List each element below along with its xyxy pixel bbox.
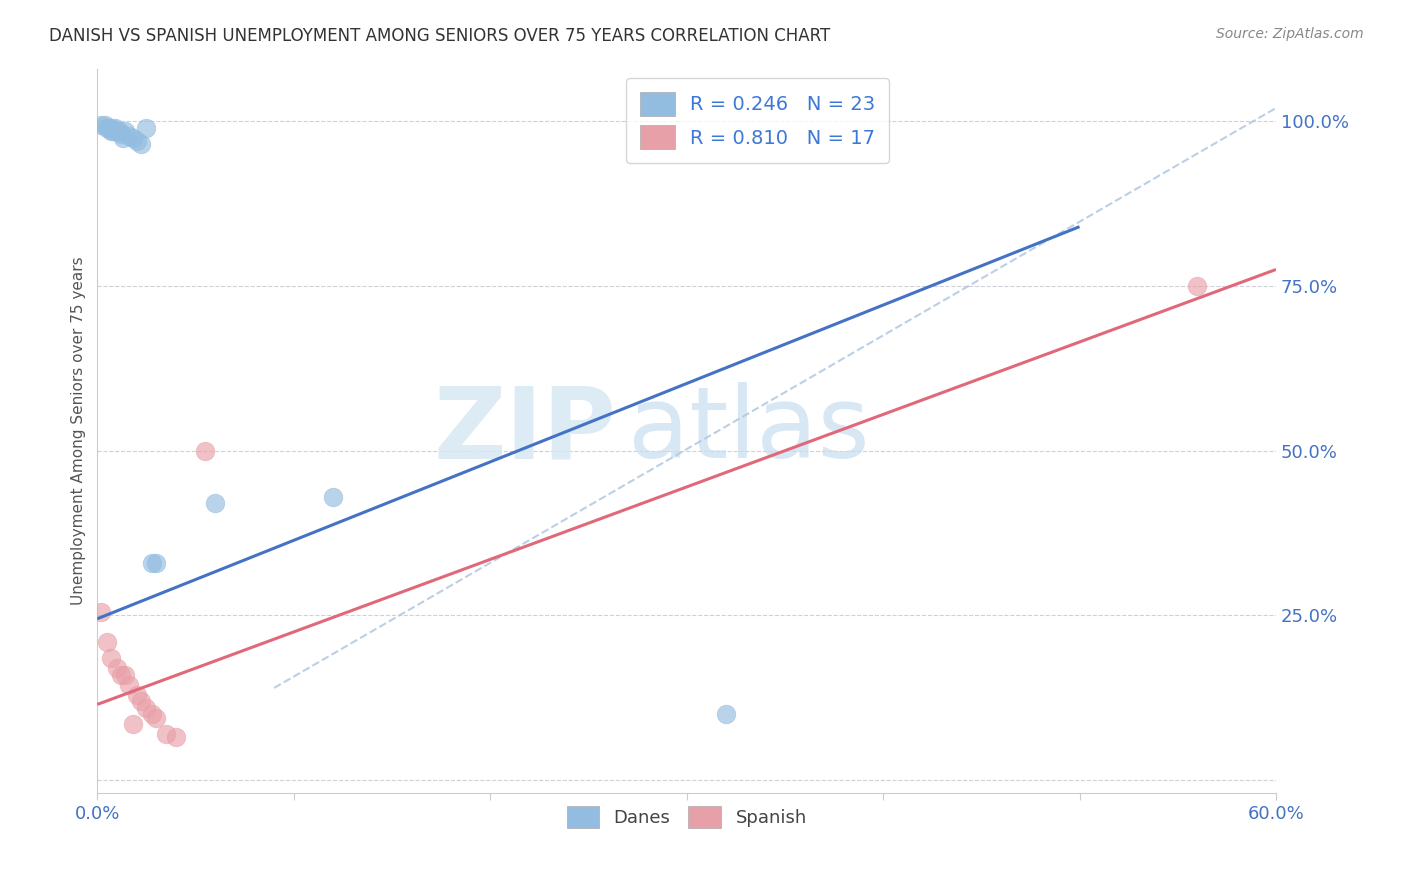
Point bbox=[118, 128, 141, 143]
Point bbox=[108, 124, 131, 138]
Point bbox=[104, 120, 127, 135]
Point bbox=[125, 134, 148, 148]
Point bbox=[204, 496, 226, 510]
Point bbox=[194, 443, 217, 458]
Legend: Danes, Spanish: Danes, Spanish bbox=[560, 798, 814, 835]
Point bbox=[105, 661, 128, 675]
Text: atlas: atlas bbox=[627, 383, 869, 479]
Point bbox=[1187, 279, 1209, 293]
Point bbox=[145, 556, 167, 570]
Y-axis label: Unemployment Among Seniors over 75 years: Unemployment Among Seniors over 75 years bbox=[72, 257, 86, 606]
Point bbox=[714, 707, 737, 722]
Point bbox=[322, 490, 344, 504]
Point bbox=[90, 605, 112, 619]
Point bbox=[141, 707, 163, 722]
Point bbox=[145, 710, 167, 724]
Point bbox=[135, 700, 157, 714]
Point bbox=[101, 124, 124, 138]
Point bbox=[105, 124, 128, 138]
Text: DANISH VS SPANISH UNEMPLOYMENT AMONG SENIORS OVER 75 YEARS CORRELATION CHART: DANISH VS SPANISH UNEMPLOYMENT AMONG SEN… bbox=[49, 27, 831, 45]
Point bbox=[110, 667, 132, 681]
Text: Source: ZipAtlas.com: Source: ZipAtlas.com bbox=[1216, 27, 1364, 41]
Point bbox=[114, 124, 136, 138]
Point bbox=[129, 137, 152, 152]
Point bbox=[141, 556, 163, 570]
Point bbox=[100, 124, 122, 138]
Point bbox=[135, 120, 157, 135]
Point bbox=[125, 688, 148, 702]
Point bbox=[165, 731, 187, 745]
Point bbox=[111, 130, 134, 145]
Point bbox=[90, 118, 112, 132]
Point bbox=[94, 118, 117, 132]
Point bbox=[98, 120, 121, 135]
Point bbox=[96, 634, 118, 648]
Point bbox=[100, 120, 122, 135]
Point bbox=[114, 667, 136, 681]
Point bbox=[121, 130, 143, 145]
Point bbox=[100, 651, 122, 665]
Point bbox=[155, 727, 177, 741]
Point bbox=[121, 717, 143, 731]
Point bbox=[129, 694, 152, 708]
Point bbox=[96, 120, 118, 135]
Point bbox=[118, 678, 141, 692]
Point bbox=[110, 128, 132, 142]
Text: ZIP: ZIP bbox=[433, 383, 616, 479]
